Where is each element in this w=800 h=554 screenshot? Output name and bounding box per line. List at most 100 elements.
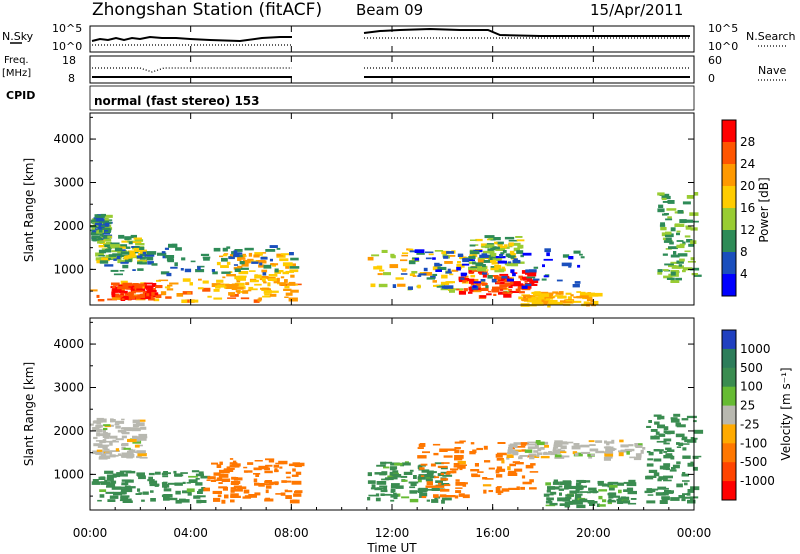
velocity-cell <box>421 496 427 499</box>
velocity-cell <box>441 499 445 504</box>
velocity-cell <box>417 488 427 492</box>
velocity-cell <box>391 483 400 486</box>
power-cell <box>445 271 452 274</box>
power-cell <box>137 255 143 259</box>
power-cell <box>666 208 677 211</box>
velocity-cell <box>285 471 291 474</box>
power-cell <box>435 284 445 287</box>
velocity-cell <box>602 499 607 503</box>
power-cell <box>272 264 276 267</box>
power-cell <box>104 264 114 267</box>
velocity-cell <box>229 458 234 460</box>
power-cell <box>247 289 252 292</box>
power-colorbar-tick: 8 <box>740 245 748 259</box>
velocity-cell <box>542 441 549 445</box>
power-cell <box>486 293 492 296</box>
power-cell <box>114 247 123 252</box>
velocity-cell <box>437 473 443 477</box>
power-cell <box>494 265 502 269</box>
velocity-cell <box>440 478 449 481</box>
nave-label: Nave <box>758 64 786 77</box>
velocity-cell <box>559 442 569 445</box>
velocity-cell <box>574 452 579 456</box>
velocity-cell <box>460 450 465 454</box>
power-cell <box>289 269 299 273</box>
power-cell <box>543 302 547 306</box>
power-cell <box>250 279 259 283</box>
velocity-cell <box>665 497 670 501</box>
velocity-cell <box>496 468 506 472</box>
power-cell <box>139 249 147 254</box>
velocity-cell <box>255 473 260 477</box>
power-cell <box>492 246 500 250</box>
power-cell <box>471 267 477 271</box>
power-cell <box>463 288 468 292</box>
time-axis-label: Time UT <box>366 541 417 554</box>
velocity-cell <box>573 443 580 446</box>
power-cell <box>126 251 135 254</box>
power-cell <box>494 268 505 273</box>
power-cell <box>479 254 489 258</box>
velocity-cell <box>537 447 545 450</box>
power-cell <box>521 299 527 302</box>
power-cell <box>94 222 103 226</box>
power-cell <box>137 294 146 298</box>
power-cell <box>548 293 554 298</box>
velocity-cell <box>608 487 615 491</box>
velocity-cell <box>284 480 292 483</box>
velocity-cell <box>370 487 378 490</box>
power-cell <box>409 273 415 276</box>
station-title: Zhongshan Station (fitACF) <box>92 0 322 20</box>
velocity-cell <box>138 492 143 495</box>
velocity-cell <box>93 420 103 423</box>
power-cell <box>516 239 525 242</box>
power-cell <box>101 235 111 237</box>
power-cell <box>116 294 124 298</box>
velocity-cell <box>392 470 399 474</box>
velocity-colorbar-tick: 500 <box>740 361 763 375</box>
power-colorbar-swatch <box>722 252 736 275</box>
velocity-cell <box>470 442 475 445</box>
nave-tick-bottom: 0 <box>708 72 715 85</box>
velocity-cell <box>100 481 111 485</box>
velocity-cell <box>657 416 661 420</box>
velocity-cell <box>221 478 231 482</box>
velocity-cell <box>269 481 279 485</box>
velocity-cell <box>593 501 598 504</box>
power-cell <box>503 293 512 298</box>
velocity-cell <box>549 502 558 506</box>
velocity-cell <box>669 469 677 472</box>
velocity-colorbar-tick: 100 <box>740 380 763 394</box>
power-cell <box>460 277 465 280</box>
velocity-cell <box>404 461 409 463</box>
power-cell <box>124 258 132 263</box>
power-cell <box>165 255 175 259</box>
velocity-cell <box>671 467 676 470</box>
velocity-cell <box>138 475 146 480</box>
power-cell <box>538 296 545 300</box>
velocity-cell <box>575 494 582 499</box>
velocity-cell <box>432 443 441 446</box>
power-cell <box>434 250 444 252</box>
power-cell <box>440 288 449 291</box>
power-cell <box>460 272 467 277</box>
power-cell <box>527 272 537 277</box>
power-cell <box>502 250 507 253</box>
velocity-cell <box>381 471 388 475</box>
velocity-cell <box>470 469 480 472</box>
power-cell <box>416 253 425 255</box>
power-cell <box>101 257 110 262</box>
velocity-cell <box>376 481 387 485</box>
velocity-cell <box>439 448 448 452</box>
velocity-cell <box>666 449 675 452</box>
power-cell <box>476 283 481 286</box>
velocity-cell <box>444 484 451 487</box>
power-cell <box>528 283 538 286</box>
velocity-cell <box>413 475 417 479</box>
power-cell <box>244 247 254 251</box>
velocity-cell <box>653 458 662 462</box>
power-cell <box>120 280 128 285</box>
power-cell <box>131 290 136 294</box>
velocity-colorbar-swatch <box>722 443 736 463</box>
power-cell <box>181 299 188 303</box>
